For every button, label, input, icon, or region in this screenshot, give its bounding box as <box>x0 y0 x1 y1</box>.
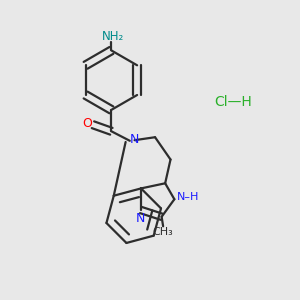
Text: N: N <box>136 212 145 225</box>
Text: Cl—H: Cl—H <box>214 95 252 110</box>
Text: O: O <box>82 117 92 130</box>
Text: N: N <box>129 133 139 146</box>
Text: NH₂: NH₂ <box>102 30 124 43</box>
Text: CH₃: CH₃ <box>153 227 173 237</box>
Text: N–H: N–H <box>177 192 199 202</box>
